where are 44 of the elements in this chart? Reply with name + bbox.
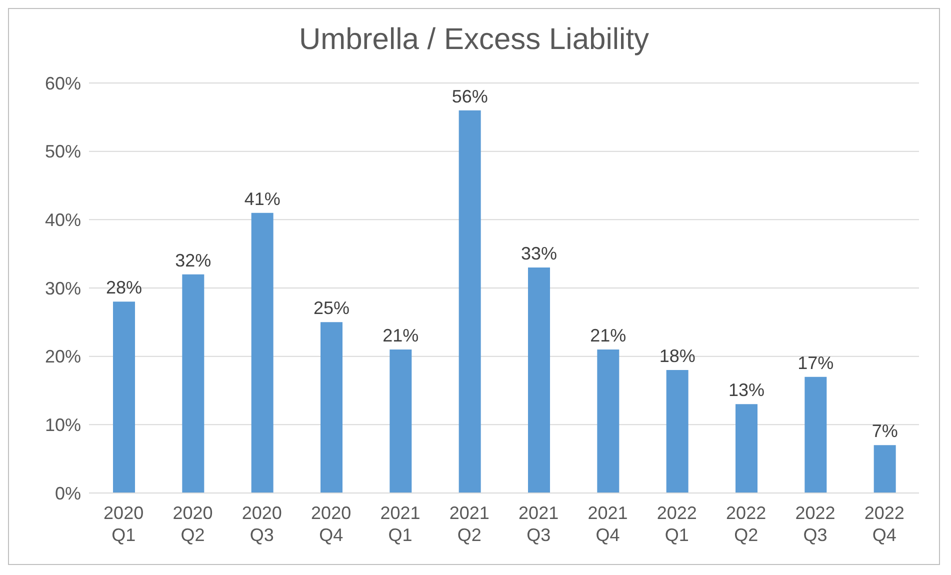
y-tick-label: 0% (54, 483, 81, 504)
bar (251, 212, 274, 493)
x-tick-label: 2021 Q4 (588, 503, 628, 545)
x-tick-label: 2020 Q4 (311, 503, 352, 545)
x-tick-label: 2021 Q3 (518, 503, 559, 545)
bar (804, 376, 827, 493)
bar (390, 350, 412, 493)
chart-title: Umbrella / Excess Liability (298, 22, 650, 58)
x-tick-label: 2022 Q3 (795, 503, 836, 545)
data-label: 21% (590, 326, 626, 346)
x-tick-label: 2020 Q1 (104, 503, 144, 545)
y-tick-label: 20% (44, 346, 81, 367)
data-label: 41% (244, 188, 280, 209)
y-tick-label: 30% (44, 278, 81, 298)
y-tick-label: 60% (44, 73, 81, 94)
bar (320, 322, 342, 493)
x-tick-label: 2022 Q2 (726, 503, 766, 545)
bar (458, 110, 481, 493)
y-tick-label: 10% (44, 415, 81, 436)
bar (666, 370, 688, 493)
bar (874, 445, 896, 493)
bar (528, 268, 550, 493)
x-tick-label: 2022 Q4 (864, 503, 904, 545)
data-label: 25% (313, 298, 350, 318)
bar (113, 302, 135, 493)
data-label: 21% (382, 326, 419, 346)
x-tick-label: 2021 Q1 (380, 503, 420, 545)
x-tick-label: 2022 Q1 (656, 503, 697, 545)
x-tick-label: 2020 Q3 (242, 503, 282, 545)
data-label: 18% (659, 346, 696, 366)
bar (182, 274, 204, 493)
x-tick-label: 2021 Q2 (449, 503, 490, 545)
data-label: 13% (728, 380, 765, 400)
data-label: 32% (175, 250, 212, 270)
x-tick-label: 2020 Q2 (172, 503, 213, 545)
data-label: 17% (798, 352, 834, 373)
data-label: 33% (520, 244, 558, 264)
y-tick-label: 40% (44, 210, 81, 230)
bar (597, 350, 620, 493)
data-label: 56% (452, 86, 488, 106)
y-tick-label: 50% (44, 142, 81, 162)
bar (736, 404, 758, 493)
data-label: 7% (872, 421, 898, 442)
data-label: 28% (106, 278, 142, 298)
